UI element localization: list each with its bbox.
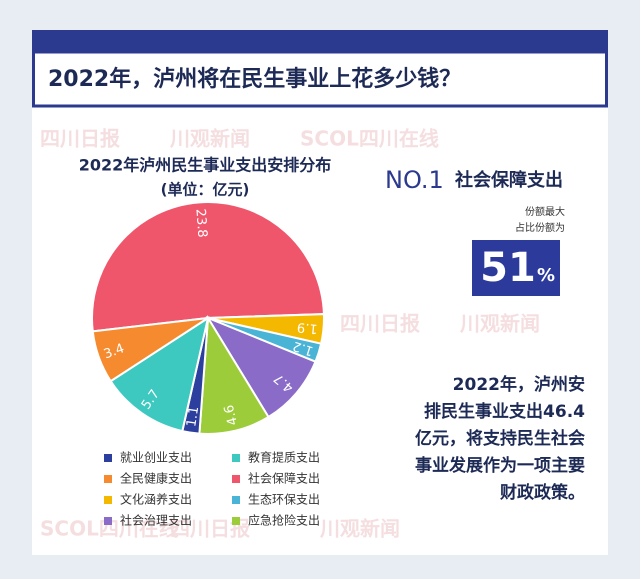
watermark: 川观新闻	[459, 312, 540, 336]
summary-line: 亿元，将支持民生社会	[415, 428, 585, 449]
legend-label: 应急抢险支出	[248, 513, 320, 528]
legend-swatch	[232, 496, 240, 504]
rank: NO.1	[385, 166, 444, 194]
legend-label: 全民健康支出	[120, 471, 192, 486]
note: 占比份额为	[515, 221, 565, 234]
legend-label: 教育提质支出	[248, 450, 320, 465]
header-title: 2022年，泸州将在民生事业上花多少钱？	[48, 66, 461, 92]
share-unit: %	[537, 265, 555, 286]
share-number: 51	[480, 245, 536, 291]
legend-swatch	[232, 454, 240, 462]
share-box	[472, 240, 560, 296]
legend-swatch	[232, 475, 240, 483]
watermark: 川观新闻	[169, 127, 250, 151]
pie-slice	[205, 315, 317, 419]
summary-line: 2022年，泸州安	[453, 374, 585, 395]
top-band	[32, 30, 608, 52]
slice-label: 4.6	[222, 403, 241, 427]
pie: 23.81.91.24.74.61.15.73.4	[91, 200, 325, 435]
pie-slice	[109, 315, 210, 433]
slice-label: 1.1	[184, 405, 202, 428]
legend-label: 就业创业支出	[120, 451, 192, 465]
legend-label: 生态环保支出	[248, 493, 320, 507]
chart-subtitle: (单位：亿元)	[161, 181, 250, 199]
rank-name: 社会保障支出	[455, 169, 563, 191]
legend-label: 文化涵养支出	[120, 492, 192, 507]
summary-line: 排民生事业支出46.4	[424, 401, 585, 422]
legend-label: 社会治理支出	[120, 513, 192, 528]
pie-slice	[91, 317, 209, 383]
watermark: 四川日报	[340, 312, 420, 336]
note: 份额最大	[525, 205, 565, 218]
legend-swatch	[104, 475, 112, 483]
legend-label: 社会保障支出	[248, 471, 320, 486]
pie-slice	[91, 200, 325, 333]
watermark: 川观新闻	[319, 517, 400, 541]
pie-slice	[198, 314, 270, 435]
slice-label: 1.9	[296, 319, 318, 336]
legend-swatch	[104, 517, 112, 525]
legend-swatch	[232, 517, 240, 525]
chart-title: 2022年泸州民生事业支出安排分布	[79, 156, 332, 175]
legend-swatch	[104, 496, 112, 504]
summary-line: 财政政策。	[499, 482, 585, 503]
watermark: 四川日报	[40, 127, 120, 151]
watermark: SCOL四川在线	[300, 127, 439, 151]
slice-label: 1.2	[291, 338, 315, 359]
summary-line: 事业发展作为一项主要	[415, 455, 585, 476]
legend-swatch	[104, 454, 112, 462]
slice-label: 3.4	[102, 341, 127, 362]
slice-label: 23.8	[192, 208, 209, 238]
header-box	[32, 50, 608, 108]
